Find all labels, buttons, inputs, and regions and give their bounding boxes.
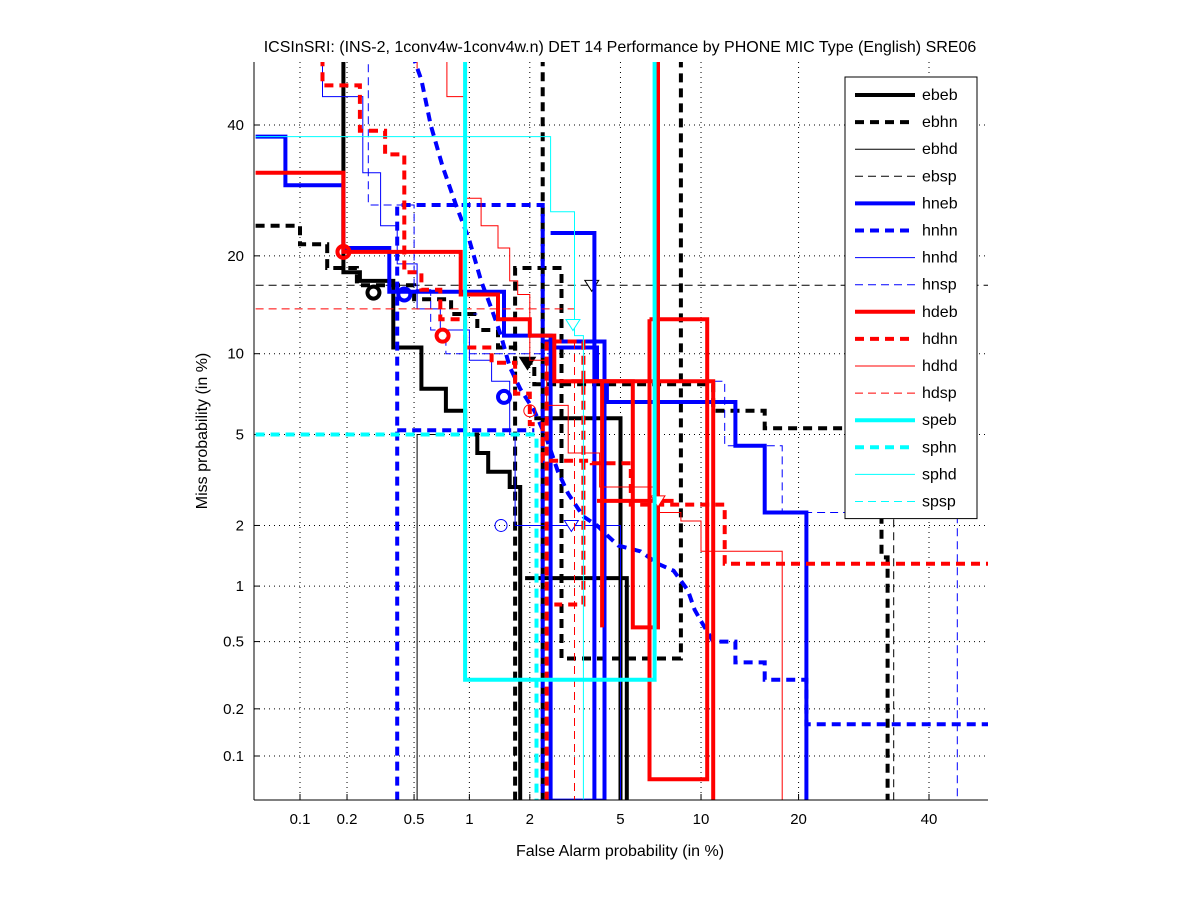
chart-title: ICSInSRI: (INS-2, 1conv4w-1conv4w.n) DET… [264, 39, 977, 56]
marker-hdhn [434, 327, 451, 344]
legend-label: ebhd [922, 141, 958, 158]
y-tick-label: 10 [227, 346, 244, 363]
curve-hdhd [446, 62, 783, 800]
legend-label: hnhn [922, 223, 958, 240]
curve-hnsp [367, 62, 958, 800]
legend-item-hdsp: hdsp [855, 385, 957, 402]
curve-sphd [255, 136, 584, 800]
legend-label: sphd [922, 466, 957, 483]
curve-hdeb-segment [647, 317, 710, 782]
curve-sphn [255, 432, 539, 800]
y-tick-label: 0.1 [223, 748, 244, 765]
legend-label: speb [922, 412, 957, 429]
legend-label: hdhd [922, 358, 958, 375]
legend-label: hnsp [922, 277, 957, 294]
legend-label: ebsp [922, 168, 957, 185]
y-tick-label: 5 [236, 427, 244, 444]
legend-box [844, 76, 978, 520]
x-tick-label: 40 [921, 811, 938, 828]
legend-item-ebhd: ebhd [855, 141, 958, 158]
y-tick-labels: 0.1 0.2 0.5 1 2 5 10 20 40 [223, 117, 244, 765]
legend: ebeb ebhn ebhd ebsp hneb hnhn hnhd hnsp hdeb hdhn… [844, 76, 978, 520]
legend-label: hdsp [922, 385, 957, 402]
legend-item-ebhn: ebhn [855, 114, 958, 131]
marker-hneb [396, 286, 413, 303]
curve-ebeb [341, 62, 523, 800]
x-tick-label: 0.5 [404, 811, 425, 828]
legend-item-hnsp: hnsp [855, 277, 957, 294]
x-tick-label: 1 [465, 811, 473, 828]
x-tick-label: 5 [616, 811, 624, 828]
legend-item-hnhd: hnhd [855, 250, 958, 267]
marker-hdeb [335, 243, 352, 260]
series-speb [463, 62, 657, 682]
series-hdhd [416, 62, 783, 800]
legend-label: hdeb [922, 304, 958, 321]
legend-item-spsp: spsp [855, 494, 956, 511]
curve-ebhd [416, 434, 443, 800]
legend-label: spsp [922, 494, 956, 511]
legend-item-hneb: hneb [855, 195, 958, 212]
legend-label: hdhn [922, 331, 958, 348]
y-tick-label: 20 [227, 248, 244, 265]
legend-label: ebhn [922, 114, 958, 131]
series-sphd [255, 136, 584, 800]
legend-item-hdhd: hdhd [855, 358, 958, 375]
legend-item-ebeb: ebeb [855, 87, 958, 104]
series-group [255, 62, 988, 800]
axes [253, 62, 988, 801]
legend-label: hneb [922, 195, 958, 212]
x-tick-labels: 0.1 0.2 0.5 1 2 5 10 20 40 [290, 811, 938, 828]
curve-hneb-segment [550, 231, 597, 800]
y-tick-label: 40 [227, 117, 244, 134]
x-tick-label: 20 [790, 811, 807, 828]
legend-item-ebsp: ebsp [855, 168, 957, 185]
curve-ebeb-segment [525, 576, 629, 800]
curve-ebhn-segment [513, 62, 683, 800]
curve-hdeb [255, 170, 716, 800]
x-tick-label: 0.1 [290, 811, 311, 828]
y-axis-label: Miss probability (in %) [194, 353, 211, 509]
curve-hdhn [320, 62, 988, 566]
y-tick-label: 0.2 [223, 701, 244, 718]
legend-label: hnhd [922, 250, 958, 267]
legend-item-sphd: sphd [855, 466, 957, 483]
legend-label: sphn [922, 439, 957, 456]
y-tick-label: 1 [236, 578, 244, 595]
legend-item-hdhn: hdhn [855, 331, 958, 348]
legend-item-hdeb: hdeb [855, 304, 958, 321]
legend-item-hnhn: hnhn [855, 223, 958, 240]
legend-label: ebeb [922, 87, 958, 104]
x-axis-label: False Alarm probability (in %) [516, 843, 724, 860]
legend-item-speb: speb [855, 412, 957, 429]
y-tick-label: 2 [236, 517, 244, 534]
marker-hdhd [523, 404, 537, 418]
x-tick-label: 2 [526, 811, 534, 828]
curve-speb [463, 62, 657, 682]
legend-item-sphn: sphn [855, 439, 957, 456]
x-tick-label: 0.2 [337, 811, 358, 828]
marker-ebeb [365, 284, 382, 301]
marker-hnhd [494, 518, 508, 532]
marker-sphd [565, 319, 581, 332]
series-ebhd [416, 434, 443, 800]
y-tick-label: 0.5 [223, 634, 244, 651]
curve-hnhn-segment [395, 203, 545, 800]
series-sphn [255, 432, 539, 800]
x-tick-label: 10 [693, 811, 710, 828]
